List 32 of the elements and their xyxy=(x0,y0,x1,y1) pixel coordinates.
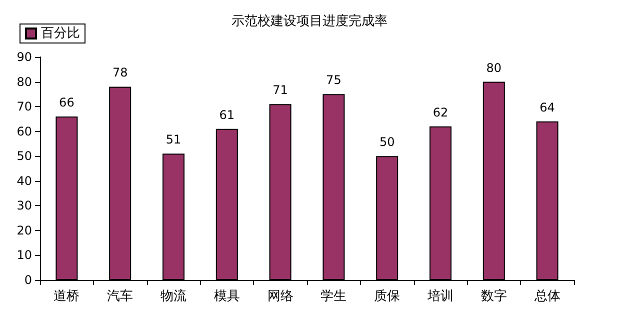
data-label: 51 xyxy=(166,132,182,147)
y-tick-label: 60 xyxy=(16,124,32,138)
y-tick-label: 90 xyxy=(16,50,32,64)
legend-label: 百分比 xyxy=(41,26,80,41)
x-tick-label: 质保 xyxy=(374,289,400,304)
y-tick-label: 70 xyxy=(16,100,32,114)
x-tick-label: 总体 xyxy=(533,289,560,304)
data-label: 50 xyxy=(379,135,395,150)
data-label: 62 xyxy=(432,105,448,120)
y-tick-label: 10 xyxy=(16,248,32,262)
y-tick-label: 30 xyxy=(16,198,32,213)
x-tick-label: 物流 xyxy=(160,288,186,304)
y-tick-label: 50 xyxy=(16,149,32,164)
data-label: 66 xyxy=(59,95,74,110)
x-tick-label: 学生 xyxy=(320,289,347,304)
x-tick-label: 培训 xyxy=(426,289,454,304)
x-tick-label: 汽车 xyxy=(107,289,134,304)
chart-title: 示范校建设项目进度完成率 xyxy=(232,13,388,29)
data-label: 64 xyxy=(540,100,555,114)
data-label: 78 xyxy=(112,66,128,80)
y-tick-label: 80 xyxy=(16,74,32,89)
x-tick-label: 数字 xyxy=(480,288,507,304)
x-tick-label: 模具 xyxy=(214,289,240,304)
y-tick-label: 40 xyxy=(16,174,32,188)
x-tick-label: 道桥 xyxy=(54,289,80,304)
data-label: 71 xyxy=(272,83,288,98)
x-tick-label: 网络 xyxy=(267,289,294,304)
y-tick-label: 0 xyxy=(24,273,32,287)
y-tick-label: 20 xyxy=(16,223,32,238)
data-label: 61 xyxy=(219,108,235,122)
data-label: 80 xyxy=(486,60,502,75)
data-label: 75 xyxy=(326,73,342,88)
